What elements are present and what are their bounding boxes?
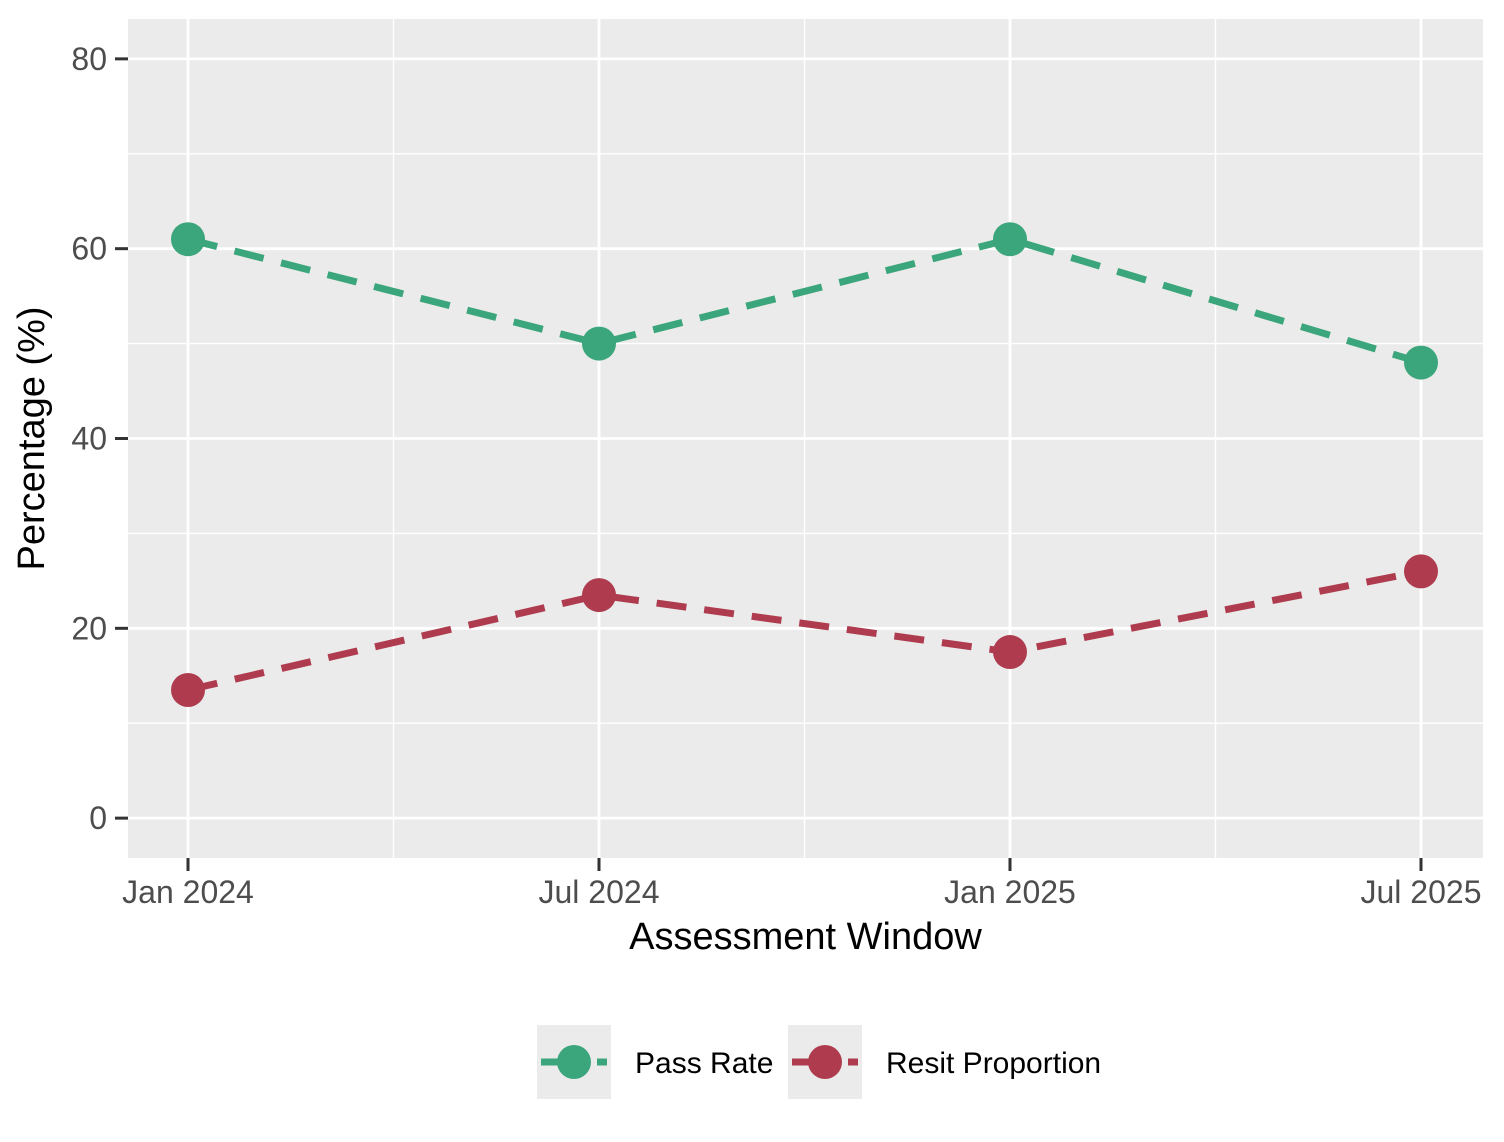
data-point-resit-proportion [171,673,205,708]
x-tick-label: Jul 2025 [1361,874,1482,910]
data-point-resit-proportion [993,635,1027,670]
series-line-resit-proportion [187,567,1422,694]
y-tick-label: 60 [71,231,107,267]
legend-label-resit-proportion: Resit Proportion [886,1047,1101,1080]
y-tick-label: 0 [89,800,107,836]
y-tick-label: 80 [71,41,107,77]
data-point-resit-proportion [1404,554,1438,589]
series-line-pass-rate [187,235,1423,366]
x-tick-label: Jan 2024 [122,874,254,910]
data-point-pass-rate [1404,345,1438,380]
legend-key-point-resit-proportion [808,1045,842,1079]
y-tick-label: 20 [71,610,107,646]
legend-key-point-pass-rate [557,1045,591,1079]
data-point-pass-rate [171,222,205,257]
x-tick-label: Jul 2024 [539,874,660,910]
data-point-pass-rate [582,326,616,361]
y-tick-label: 40 [71,421,107,457]
x-axis-title: Assessment Window [629,916,982,958]
data-point-resit-proportion [582,578,616,613]
y-axis-title: Percentage (%) [11,306,53,570]
x-tick-label: Jan 2025 [944,874,1076,910]
legend-label-pass-rate: Pass Rate [635,1047,773,1080]
data-point-pass-rate [993,222,1027,257]
